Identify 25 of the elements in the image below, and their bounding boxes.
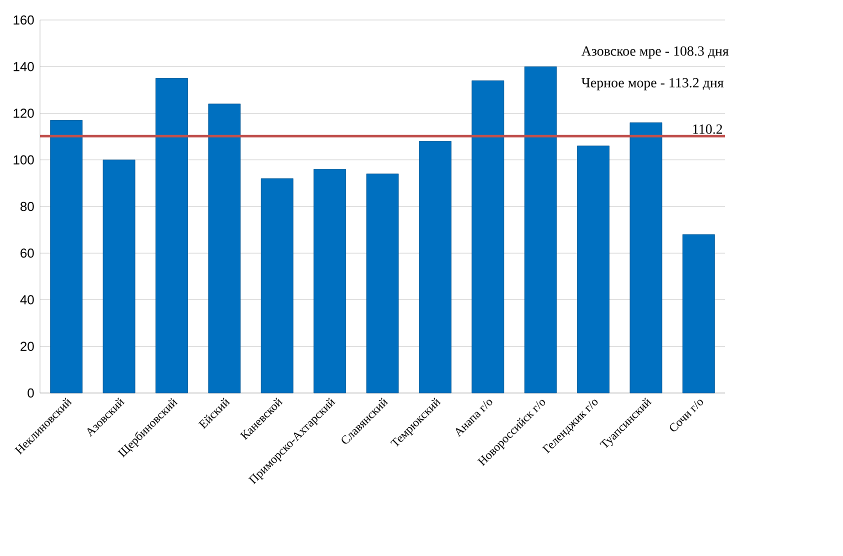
- bar: [208, 104, 241, 394]
- bar: [156, 78, 188, 394]
- ref-line-label: 110.2: [693, 124, 722, 134]
- annotation: Азовское мре - 108.3 дня: [581, 46, 729, 59]
- annotation: Черное море - 113.2 дня: [581, 78, 724, 90]
- bar: [102, 160, 136, 394]
- bar: [524, 66, 557, 394]
- y-tick-label: 40: [20, 295, 34, 304]
- bar: [366, 174, 399, 394]
- bar: [577, 146, 610, 394]
- bar: [630, 122, 662, 394]
- bar: [472, 80, 504, 394]
- y-tick-label: 100: [14, 155, 34, 164]
- y-tick-label: 140: [14, 62, 34, 72]
- bar: [418, 141, 452, 394]
- bar: [260, 178, 294, 394]
- y-tick-label: 120: [14, 108, 34, 118]
- bar: [314, 168, 346, 394]
- bar: [50, 120, 83, 394]
- bar: [682, 234, 715, 394]
- y-tick-label: 0: [28, 388, 34, 398]
- y-tick-label: 160: [14, 15, 34, 25]
- y-tick-label: 60: [20, 248, 34, 258]
- y-tick-label: 80: [20, 202, 34, 212]
- y-tick-label: 20: [20, 342, 34, 351]
